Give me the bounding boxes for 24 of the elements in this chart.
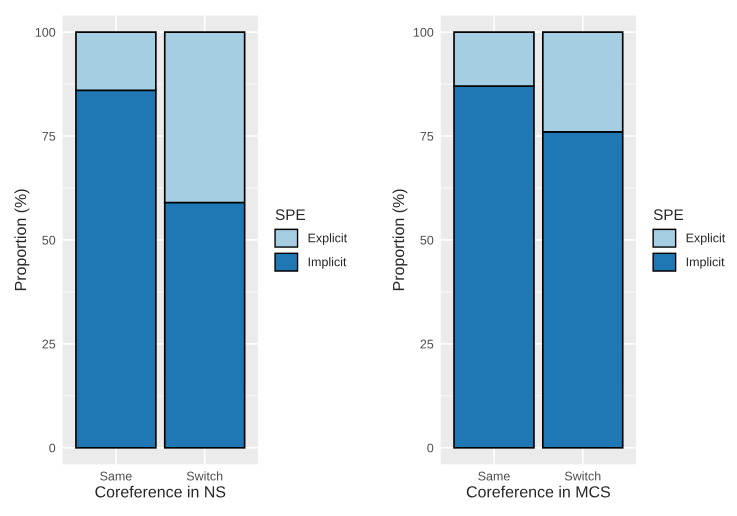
- legend-label: Implicit: [686, 257, 724, 269]
- y-tick-label: 75: [42, 132, 56, 141]
- legend-title: SPE: [276, 209, 305, 220]
- x-tick-label: Same: [478, 472, 510, 481]
- y-axis-title: Proportion (%): [14, 189, 30, 290]
- x-axis-title: Coreference in MCS: [466, 486, 610, 498]
- x-tick-label: Switch: [186, 471, 222, 481]
- legend-label: Implicit: [308, 257, 346, 269]
- y-tick-label: 100: [414, 28, 434, 37]
- x-axis-title: Coreference in NS: [95, 486, 226, 498]
- legend-title: SPE: [654, 209, 684, 220]
- y-tick-label: 100: [36, 28, 56, 37]
- y-tick-label: 75: [420, 132, 434, 141]
- y-tick-label: 25: [420, 340, 434, 349]
- y-tick-label: 0: [427, 444, 434, 452]
- y-tick-label: 0: [49, 444, 56, 452]
- x-tick-label: Switch: [564, 471, 600, 481]
- legend-label: Explicit: [686, 233, 726, 245]
- y-axis-title: Proportion (%): [392, 189, 408, 290]
- y-tick-label: 50: [42, 236, 56, 245]
- y-tick-label: 50: [420, 236, 434, 245]
- legend-label: Explicit: [308, 233, 348, 245]
- x-tick-label: Same: [100, 472, 132, 481]
- y-tick-label: 25: [42, 340, 56, 349]
